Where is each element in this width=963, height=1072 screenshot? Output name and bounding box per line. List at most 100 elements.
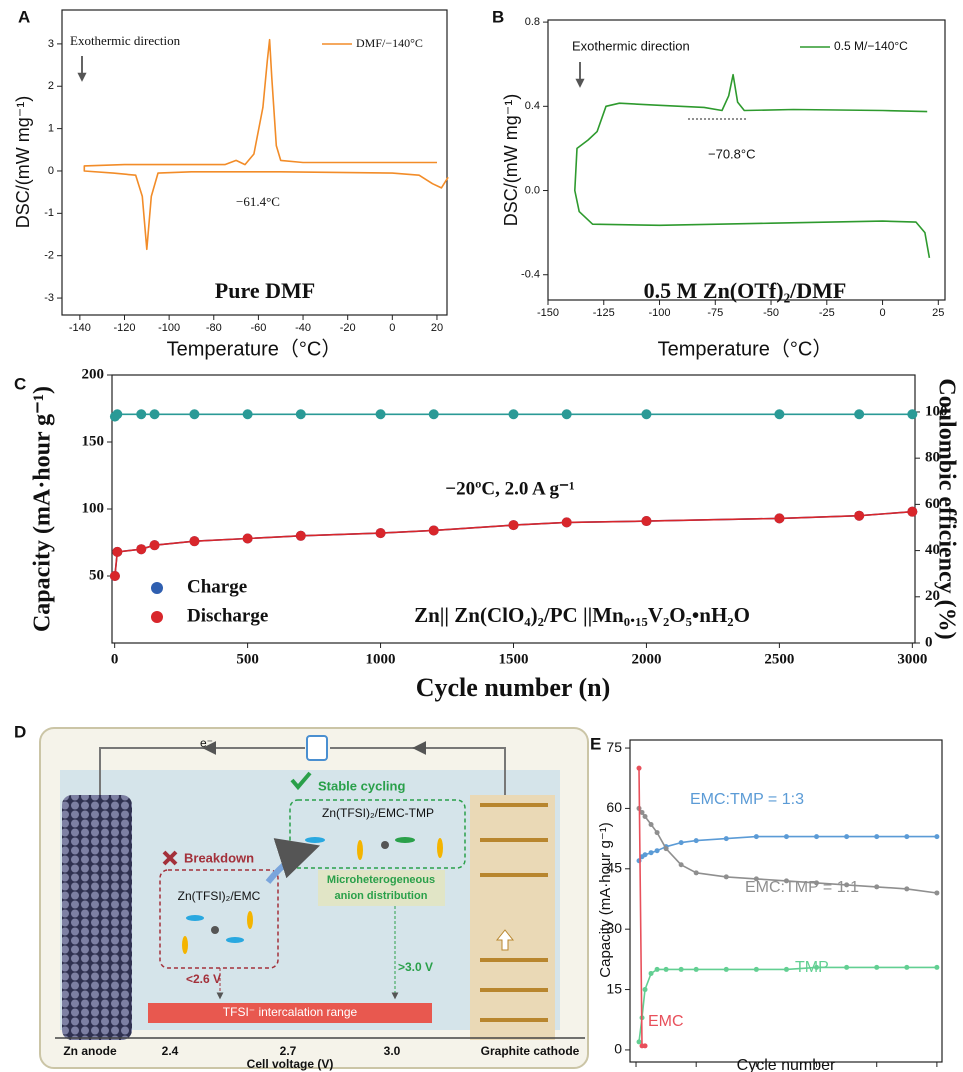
data-point xyxy=(754,967,759,972)
x-tick-label: 2000 xyxy=(631,651,661,667)
data-point xyxy=(296,531,306,541)
data-point xyxy=(694,870,699,875)
data-point xyxy=(844,834,849,839)
voltage-tick: 2.4 xyxy=(162,1044,179,1058)
data-point xyxy=(376,528,386,538)
mix-label: Zn(TFSI)₂/EMC-TMP xyxy=(322,806,434,820)
data-point xyxy=(874,884,879,889)
data-point xyxy=(429,409,439,419)
series-line xyxy=(84,40,448,250)
data-point xyxy=(874,834,879,839)
y-tick-label: 0.4 xyxy=(525,100,540,112)
data-point xyxy=(679,840,684,845)
data-point xyxy=(854,511,864,521)
data-point xyxy=(150,409,160,419)
annotation: −70.8°C xyxy=(708,146,755,161)
range-label: TFSI⁻ intercalation range xyxy=(223,1005,358,1019)
legend-swatch xyxy=(151,582,163,594)
data-point xyxy=(874,965,879,970)
x-axis-title: Cycle number xyxy=(737,1057,836,1072)
y-tick-label: 0.0 xyxy=(525,184,540,196)
x-axis-title: Cycle number (n) xyxy=(416,673,611,702)
y-tick-label: -2 xyxy=(44,250,54,262)
data-point xyxy=(664,967,669,972)
series-line xyxy=(639,837,937,861)
annotation: −20ºC, 2.0 A g⁻¹ xyxy=(445,478,574,499)
diagram: D e⁻ Stable cycling Zn(TFSI)₂/EMC-TMP Br… xyxy=(14,722,588,1071)
data-point xyxy=(814,834,819,839)
x-tick-label: -140 xyxy=(69,322,91,334)
panel-label: A xyxy=(18,7,30,26)
data-point xyxy=(655,830,660,835)
x-tick-label: -125 xyxy=(593,307,615,319)
y-tick-label: 2 xyxy=(48,80,54,92)
x-tick-label: -20 xyxy=(340,322,356,334)
legend-label: Discharge xyxy=(187,605,268,626)
data-point xyxy=(136,409,146,419)
legend-label: DMF/−140°C xyxy=(356,36,423,50)
data-point xyxy=(679,862,684,867)
data-point xyxy=(934,965,939,970)
battery-icon xyxy=(307,736,327,760)
data-point xyxy=(649,822,654,827)
x-tick-label: 0 xyxy=(389,322,395,334)
x-tick-label: -120 xyxy=(113,322,135,334)
data-point xyxy=(112,547,122,557)
data-point xyxy=(774,513,784,523)
data-point xyxy=(243,533,253,543)
annotation: −61.4°C xyxy=(236,194,280,209)
y-tick-label: 0 xyxy=(48,165,54,177)
y-tick-label: 150 xyxy=(82,433,105,449)
data-point xyxy=(907,409,917,419)
legend-swatch xyxy=(151,611,163,623)
panel-label: B xyxy=(492,7,504,26)
low-voltage: <2.6 V xyxy=(186,972,221,986)
data-point xyxy=(376,409,386,419)
data-point xyxy=(694,838,699,843)
legend-label: 0.5 M/−140°C xyxy=(834,39,908,53)
voltage-tick: 3.0 xyxy=(384,1044,401,1058)
zn-anode xyxy=(62,795,132,1040)
data-point xyxy=(934,890,939,895)
panel-label: C xyxy=(14,374,26,393)
x-tick-label: -50 xyxy=(763,307,779,319)
data-point xyxy=(637,1039,642,1044)
y-tick-label: 0 xyxy=(614,1041,622,1057)
data-point xyxy=(110,571,120,581)
x-tick-label: -100 xyxy=(158,322,180,334)
x-tick-label: 20 xyxy=(431,322,443,334)
y-tick-label: 60 xyxy=(606,799,622,815)
data-point xyxy=(754,834,759,839)
annotation: Zn|| Zn(ClO₄)₂/PC ||Mn₀.₁₅V₂O₅•nH₂O xyxy=(414,603,750,627)
data-point xyxy=(774,409,784,419)
graphite-cathode xyxy=(470,795,555,1040)
breakdown-label: Breakdown xyxy=(184,850,254,865)
data-point xyxy=(643,852,648,857)
series-label: TMP xyxy=(795,959,829,976)
y-tick-label: 75 xyxy=(606,739,622,755)
plot-title: Pure DMF xyxy=(215,278,315,303)
x-tick-label: -40 xyxy=(295,322,311,334)
annotation: Exothermic direction xyxy=(572,38,690,53)
data-point xyxy=(784,834,789,839)
y2-axis-title: Coulombic efficiency (%) xyxy=(933,378,959,639)
data-point xyxy=(112,409,122,419)
data-point xyxy=(641,516,651,526)
x-tick-label: -100 xyxy=(649,307,671,319)
data-point xyxy=(679,967,684,972)
x-axis-title: Temperature（°C） xyxy=(167,337,342,360)
x-tick-label: -150 xyxy=(537,307,559,319)
data-point xyxy=(904,965,909,970)
x-tick-label: 0 xyxy=(879,307,885,319)
data-point xyxy=(296,409,306,419)
voltage-axis-label: Cell voltage (V) xyxy=(247,1057,334,1071)
x-tick-label: 25 xyxy=(932,307,944,319)
x-tick-label: -80 xyxy=(206,322,222,334)
y-tick-label: -1 xyxy=(44,207,54,219)
single-label: Zn(TFSI)₂/EMC xyxy=(178,889,261,903)
data-point xyxy=(643,1043,648,1048)
y2-tick-label: 0 xyxy=(925,634,933,650)
figure: D e⁻ Stable cycling Zn(TFSI)₂/EMC-TMP Br… xyxy=(0,0,963,1072)
data-point xyxy=(934,834,939,839)
x-tick-label: 500 xyxy=(236,651,259,667)
